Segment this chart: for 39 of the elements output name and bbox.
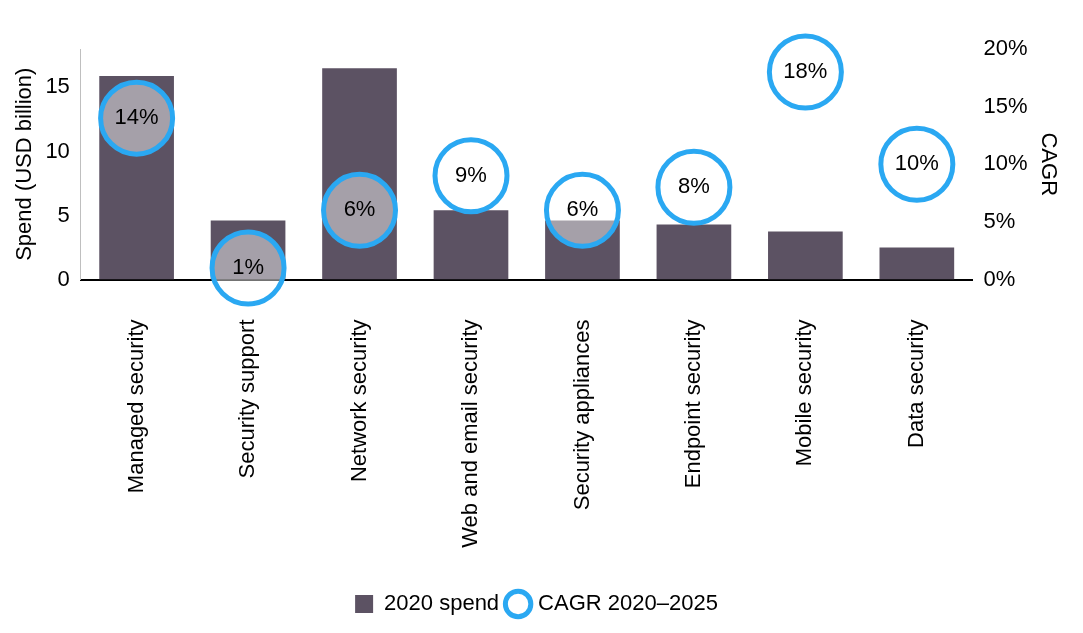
bar: [433, 210, 509, 280]
x-tick-label: Web and email security: [457, 319, 483, 548]
y-tick-label: 5: [57, 201, 70, 227]
y-axis-title: Spend (USD billion): [11, 67, 37, 261]
y2-tick-label: 0%: [983, 265, 1016, 291]
legend-label: CAGR 2020–2025: [538, 590, 718, 616]
legend-label: 2020 spend: [384, 590, 500, 616]
x-tick-label: Security appliances: [568, 319, 594, 511]
bar: [99, 75, 174, 280]
y-tick-label: 15: [45, 73, 70, 99]
data-label: 1%: [232, 254, 264, 280]
data-label: 10%: [894, 150, 939, 176]
bar: [545, 220, 620, 280]
y2-tick-label: 20%: [983, 35, 1028, 61]
y-tick-label: 0: [57, 265, 70, 291]
data-label: 6%: [566, 196, 599, 222]
x-tick-label: Data security: [902, 319, 928, 448]
bar: [768, 231, 843, 280]
y2-tick-label: 10%: [983, 150, 1028, 176]
point: [209, 229, 287, 307]
data-label: 9%: [455, 161, 487, 187]
data-label: 8%: [678, 173, 710, 199]
data-label: 18%: [783, 58, 828, 84]
y2-tick-label: 5%: [983, 207, 1016, 233]
data-label: 6%: [343, 196, 376, 222]
x-tick-label: Mobile security: [791, 319, 817, 467]
bar: [879, 247, 955, 280]
x-tick-label: Managed security: [122, 319, 148, 494]
y-tick-label: 10: [45, 137, 70, 163]
bar: [210, 220, 286, 280]
point: [321, 171, 399, 249]
x-tick-label: Network security: [345, 319, 371, 483]
bar: [322, 68, 397, 280]
y2-axis-title: CAGR: [1036, 132, 1062, 197]
data-label: 14%: [114, 104, 159, 130]
x-tick-label: Security support: [234, 319, 260, 479]
bar: [656, 224, 732, 280]
x-tick-label: Endpoint security: [679, 319, 705, 489]
y2-tick-label: 15%: [983, 92, 1028, 118]
